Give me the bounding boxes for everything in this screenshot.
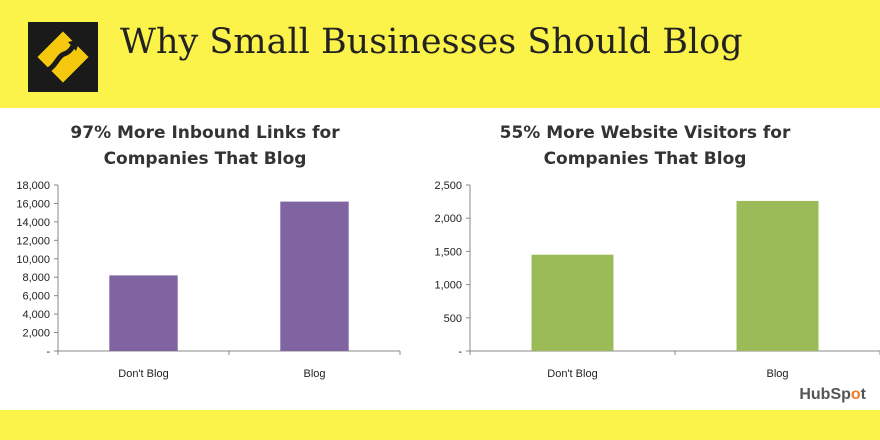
- inbound-links-chart: - 2,000 4,000 6,000 8,000 10,000 12,000 14,000 1…: [16, 180, 401, 380]
- y-tick-label: 10,000: [16, 254, 50, 266]
- y-tick-label: -: [458, 346, 462, 358]
- chart-title-line2: Companies That Blog: [543, 149, 747, 169]
- chart-title-line2: Companies That Blog: [103, 149, 307, 169]
- y-tick-label: 16,000: [16, 198, 50, 210]
- y-tick-label: 500: [444, 313, 462, 325]
- chart-title-line1: 97% More Inbound Links for: [70, 123, 340, 143]
- x-tick-label: Blog: [766, 368, 788, 380]
- chart-title-line1: 55% More Website Visitors for: [499, 123, 791, 143]
- y-tick-label: 6,000: [22, 291, 50, 303]
- hubspot-logo: HubSpot: [799, 386, 866, 403]
- chart-panel-website-visitors: 55% More Website Visitors for Companies …: [410, 108, 880, 410]
- y-tick-label: 1,500: [434, 246, 462, 258]
- website-visitors-chart: - 500 1,000 1,500 2,000 2,500 Don't Blog Blog: [434, 180, 880, 380]
- bar: [531, 254, 614, 351]
- y-tick-label: 2,500: [434, 180, 462, 192]
- page-title: Why Small Businesses Should Blog: [120, 22, 743, 62]
- bar: [280, 201, 349, 351]
- chart-panel-inbound-links: 97% More Inbound Links for Companies Tha…: [0, 108, 410, 410]
- y-tick-label: 14,000: [16, 217, 50, 229]
- bar: [736, 200, 819, 351]
- y-tick-label: -: [46, 346, 50, 358]
- y-tick-label: 4,000: [22, 309, 50, 321]
- curvy-road-sign-icon: [28, 22, 98, 92]
- x-tick-label: Blog: [303, 368, 325, 380]
- y-tick-label: 18,000: [16, 180, 50, 192]
- y-tick-label: 2,000: [434, 213, 462, 225]
- bar: [109, 275, 178, 351]
- x-tick-label: Don't Blog: [118, 368, 168, 380]
- y-tick-label: 1,000: [434, 280, 462, 292]
- x-tick-label: Don't Blog: [547, 368, 597, 380]
- y-tick-label: 2,000: [22, 328, 50, 340]
- y-tick-label: 12,000: [16, 235, 50, 247]
- y-tick-label: 8,000: [22, 272, 50, 284]
